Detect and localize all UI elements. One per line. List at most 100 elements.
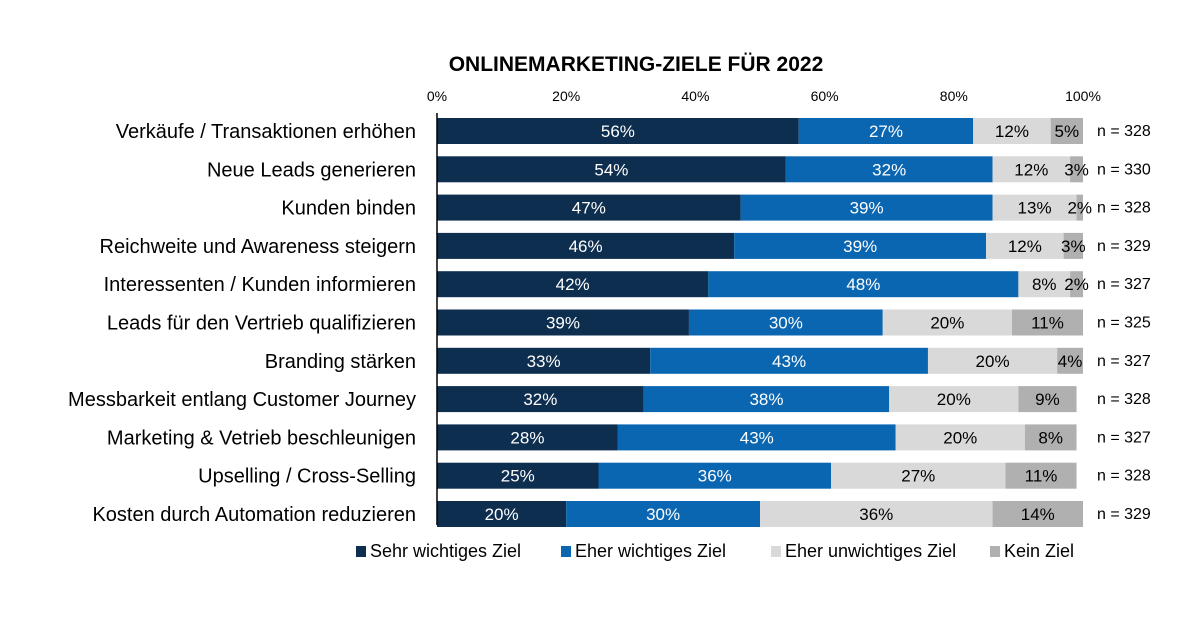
bar-value-label: 20% xyxy=(937,390,971,409)
bars: 56% 27% 12% 5% 54% 32% 12% 3% 47% 39% 13% 2% 46% 39% 1… xyxy=(437,118,1092,527)
x-tick-label: 100% xyxy=(1065,88,1101,104)
bar-value-label: 46% xyxy=(569,237,603,256)
bar-value-label: 43% xyxy=(772,352,806,371)
bar-value-label: 48% xyxy=(846,275,880,294)
bar-value-label: 32% xyxy=(523,390,557,409)
bar-segment xyxy=(1076,194,1083,221)
x-tick-label: 60% xyxy=(811,88,839,104)
category-label: Upselling / Cross-Selling xyxy=(198,466,416,488)
bar-segment xyxy=(437,194,741,221)
sample-size-label: n = 327 xyxy=(1097,276,1151,293)
sample-size-label: n = 328 xyxy=(1097,468,1151,485)
x-tick-label: 80% xyxy=(940,88,968,104)
bar-value-label: 27% xyxy=(901,467,935,486)
bar-value-label: 8% xyxy=(1032,275,1057,294)
bar-segment xyxy=(927,347,1058,374)
bar-segment xyxy=(973,118,1051,144)
bar-value-label: 36% xyxy=(859,505,893,524)
sample-size-label: n = 328 xyxy=(1097,200,1151,217)
bar-segment xyxy=(1005,462,1077,489)
bar-segment xyxy=(798,118,974,144)
bar-segment xyxy=(708,271,1019,298)
bar-value-label: 25% xyxy=(501,467,535,486)
legend-swatch xyxy=(561,546,571,557)
bar-value-label: 39% xyxy=(843,237,877,256)
category-labels: Verkäufe / Transaktionen erhöhen Neue Lea… xyxy=(68,121,416,526)
legend: Sehr wichtiges Ziel Eher wichtiges Ziel Eh… xyxy=(356,541,1074,561)
category-label: Messbarkeit entlang Customer Journey xyxy=(68,389,416,411)
x-axis-ticks: 0% 20% 40% 60% 80% 100% xyxy=(427,88,1101,104)
n-labels: n = 328 n = 330 n = 328 n = 329 n = 327 n = 3… xyxy=(1097,123,1151,523)
bar-value-label: 43% xyxy=(740,428,774,447)
bar-value-label: 3% xyxy=(1064,160,1089,179)
legend-label: Eher wichtiges Ziel xyxy=(575,541,726,561)
sample-size-label: n = 325 xyxy=(1097,315,1151,332)
bar-value-label: 30% xyxy=(769,314,803,333)
bar-value-label: 39% xyxy=(850,199,884,218)
category-label: Verkäufe / Transaktionen erhöhen xyxy=(116,121,416,143)
category-label: Branding stärken xyxy=(265,351,416,373)
bar-segment xyxy=(895,424,1025,451)
category-label: Interessenten / Kunden informieren xyxy=(104,274,416,296)
legend-label: Eher unwichtiges Ziel xyxy=(785,541,956,561)
bar-segment xyxy=(734,232,987,259)
bar-value-label: 20% xyxy=(943,428,977,447)
bar-value-label: 28% xyxy=(510,428,544,447)
legend-swatch xyxy=(356,546,366,557)
sample-size-label: n = 327 xyxy=(1097,353,1151,370)
category-label: Neue Leads generieren xyxy=(207,159,416,181)
bar-segment xyxy=(437,156,786,183)
x-tick-label: 40% xyxy=(681,88,709,104)
sample-size-label: n = 329 xyxy=(1097,506,1151,523)
bar-value-label: 30% xyxy=(646,505,680,524)
bar-segment xyxy=(992,501,1083,527)
bar-segment xyxy=(1011,309,1083,336)
bar-value-label: 38% xyxy=(749,390,783,409)
bar-segment xyxy=(566,501,760,527)
bar-segment xyxy=(1018,271,1071,298)
bar-segment xyxy=(760,501,993,527)
category-label: Leads für den Vertrieb qualifizieren xyxy=(107,313,416,335)
bar-value-label: 12% xyxy=(995,122,1029,141)
bar-value-label: 5% xyxy=(1055,122,1080,141)
legend-label: Sehr wichtiges Ziel xyxy=(370,541,521,561)
bar-segment xyxy=(437,501,567,527)
bar-value-label: 54% xyxy=(594,160,628,179)
sample-size-label: n = 328 xyxy=(1097,391,1151,408)
bar-value-label: 47% xyxy=(572,199,606,218)
bar-value-label: 27% xyxy=(869,122,903,141)
bar-value-label: 13% xyxy=(1018,199,1052,218)
sample-size-label: n = 329 xyxy=(1097,238,1151,255)
bar-value-label: 2% xyxy=(1064,275,1089,294)
bar-segment xyxy=(437,271,709,298)
bar-segment xyxy=(1063,232,1083,259)
bar-value-label: 12% xyxy=(1008,237,1042,256)
bar-segment xyxy=(437,462,599,489)
sample-size-label: n = 328 xyxy=(1097,123,1151,140)
category-label: Reichweite und Awareness steigern xyxy=(100,236,416,258)
sample-size-label: n = 330 xyxy=(1097,161,1151,178)
bar-segment xyxy=(437,118,799,144)
category-label: Marketing & Vetrieb beschleunigen xyxy=(107,427,416,449)
bar-segment xyxy=(650,347,928,374)
x-tick-label: 20% xyxy=(552,88,580,104)
bar-segment xyxy=(889,386,1019,413)
legend-label: Kein Ziel xyxy=(1004,541,1074,561)
bar-segment xyxy=(437,347,651,374)
bar-value-label: 2% xyxy=(1067,199,1092,218)
bar-segment xyxy=(986,232,1064,259)
category-label: Kunden binden xyxy=(281,198,416,220)
bar-segment xyxy=(831,462,1006,489)
bar-segment xyxy=(1057,347,1083,374)
chart-title: ONLINEMARKETING-ZIELE FÜR 2022 xyxy=(449,53,824,76)
bar-value-label: 33% xyxy=(527,352,561,371)
bar-segment xyxy=(437,424,618,451)
bar-segment xyxy=(1050,118,1083,144)
bar-segment xyxy=(1024,424,1077,451)
bar-segment xyxy=(437,386,644,413)
bar-segment xyxy=(437,309,689,336)
bar-segment xyxy=(643,386,890,413)
bar-segment xyxy=(992,194,1077,221)
bar-value-label: 20% xyxy=(930,314,964,333)
legend-swatch xyxy=(771,546,781,557)
